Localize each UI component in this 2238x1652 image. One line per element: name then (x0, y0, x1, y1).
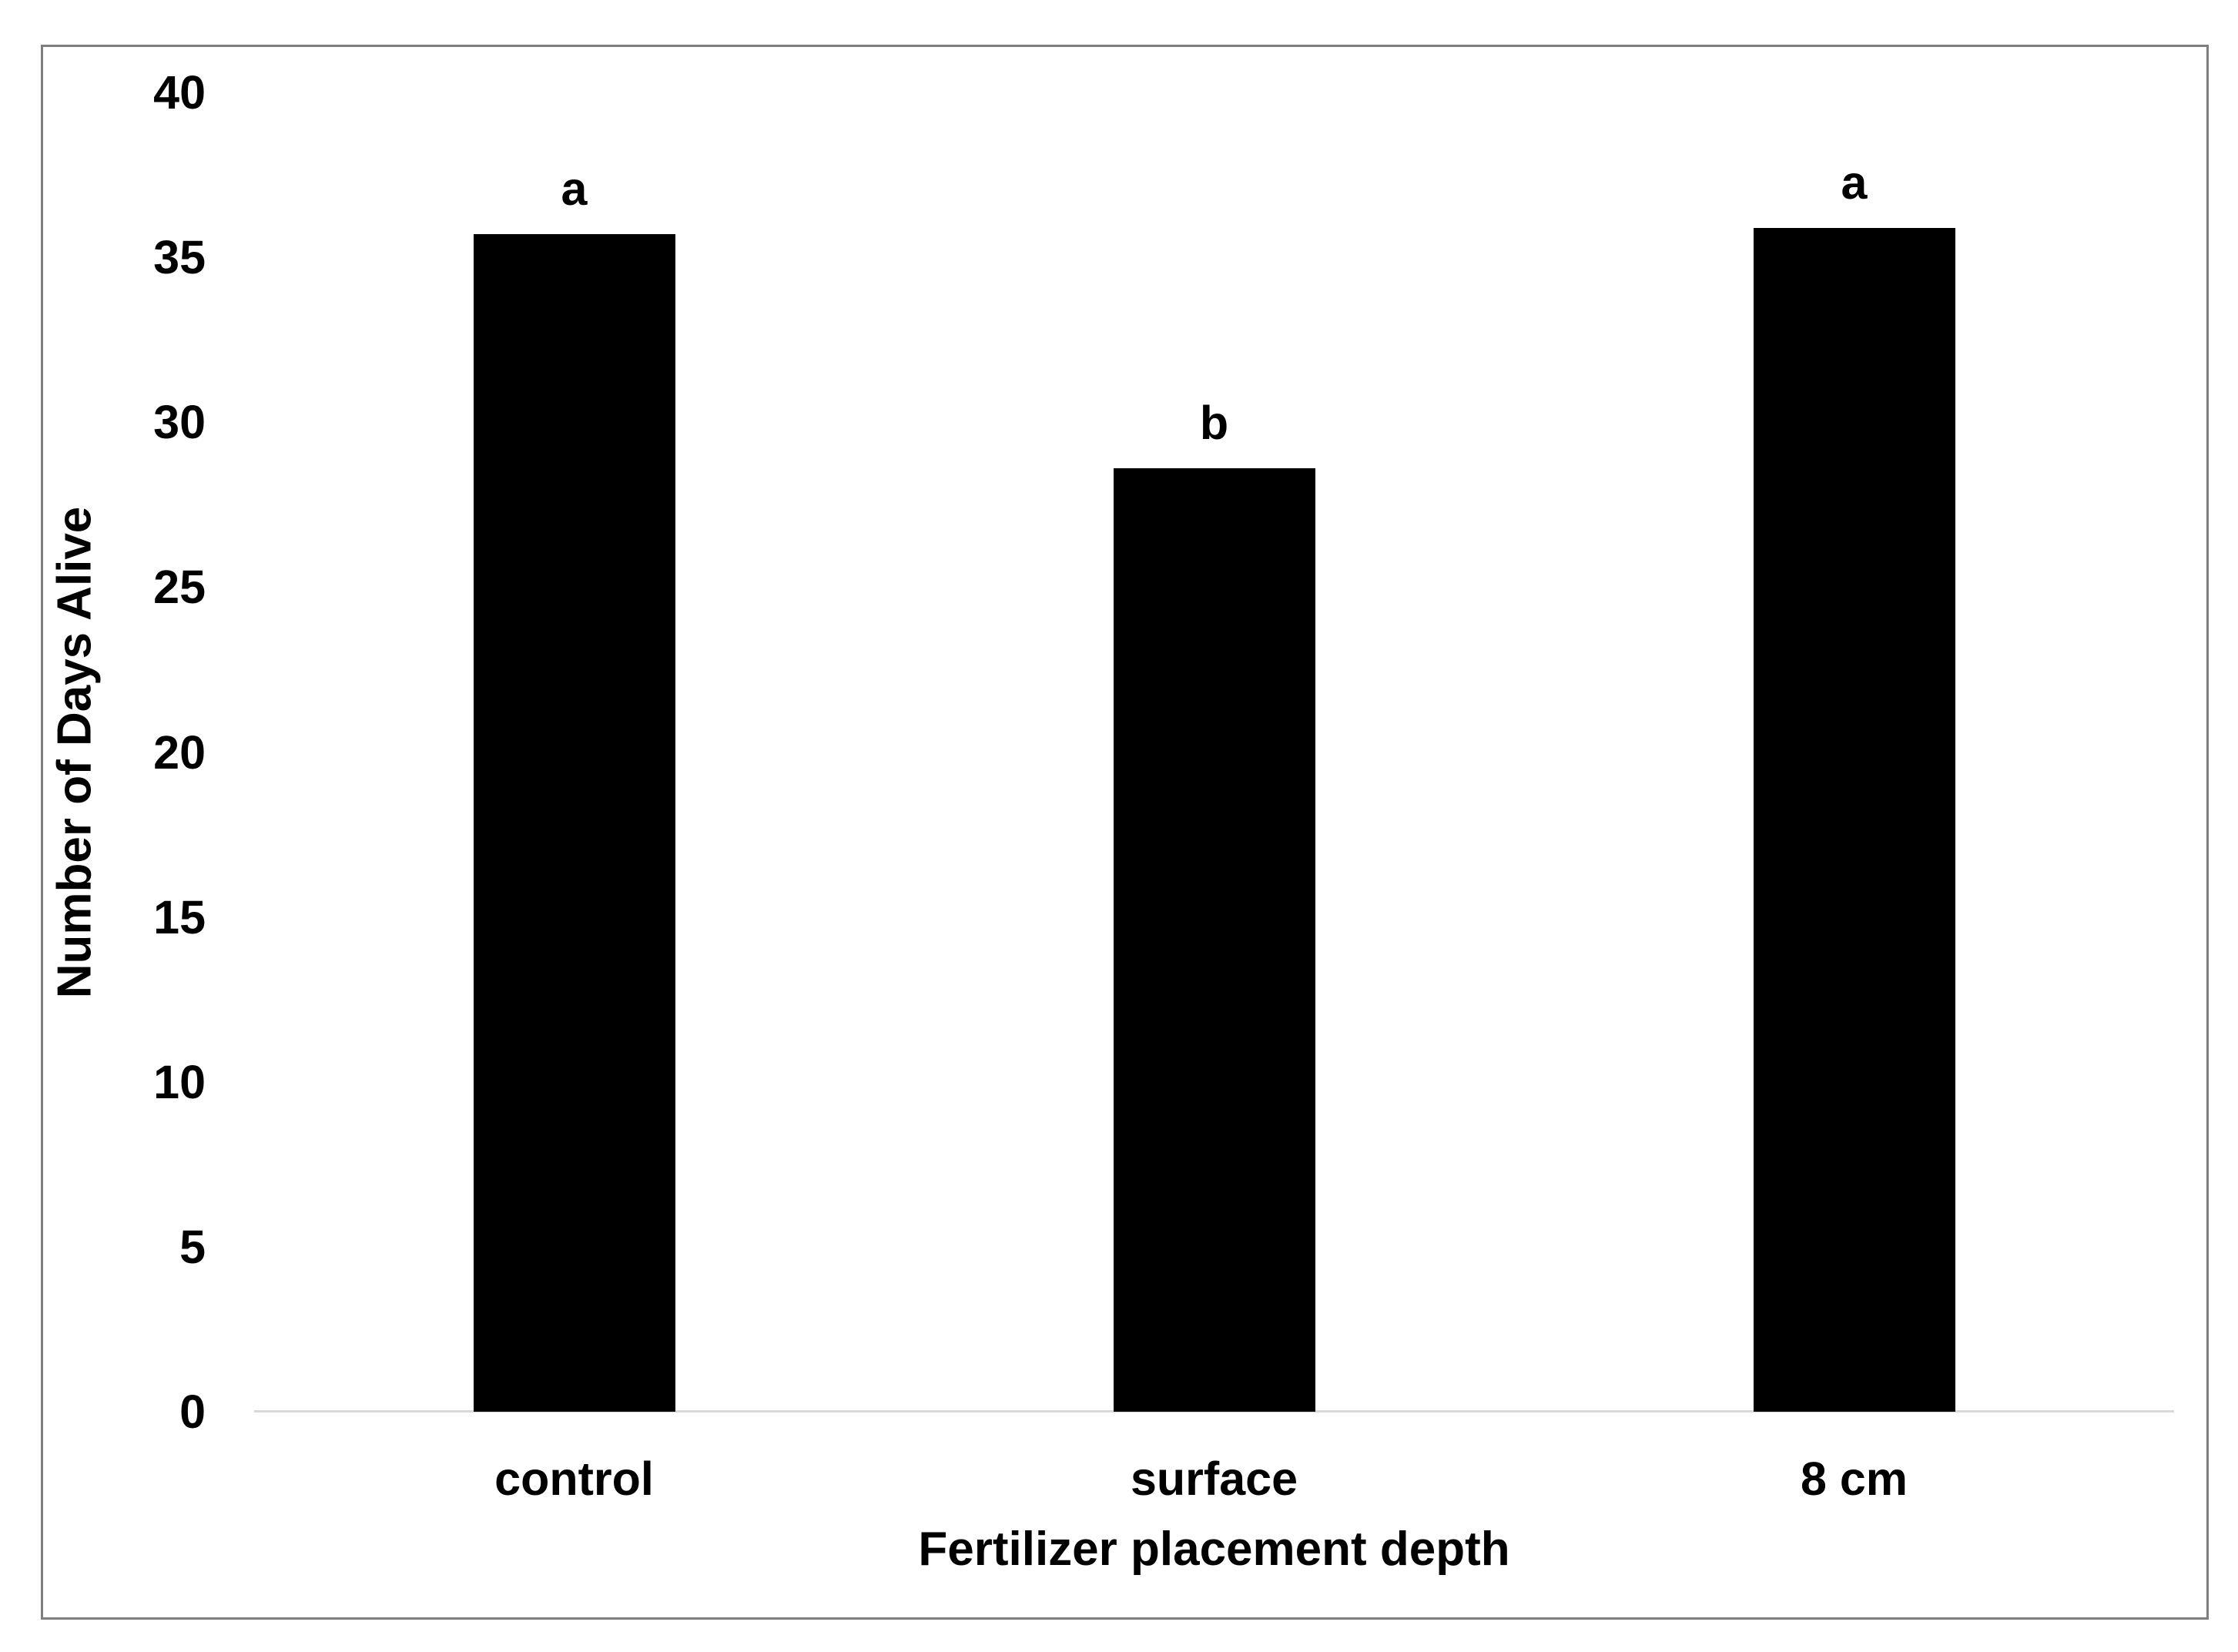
x-tick-label-surface: surface (1130, 1453, 1298, 1505)
y-tick-label: 20 (153, 725, 206, 779)
bar-surface (1113, 468, 1315, 1412)
x-tick-label-8cm: 8 cm (1800, 1453, 1908, 1505)
significance-letter: a (561, 163, 588, 216)
y-tick-label: 10 (153, 1055, 206, 1108)
significance-letter: a (1841, 156, 1868, 209)
y-tick-label: 5 (179, 1220, 206, 1273)
bar-8cm (1753, 227, 1955, 1412)
x-tick-label-control: control (494, 1453, 654, 1505)
y-tick-label: 25 (153, 561, 206, 614)
y-tick-label: 35 (153, 231, 206, 284)
y-tick-label: 30 (153, 396, 206, 449)
bar-control (473, 234, 675, 1412)
bar-group-surface: b surface (894, 92, 1534, 1505)
bar-group-control: a control (254, 92, 894, 1505)
x-axis-title: Fertilizer placement depth (918, 1523, 1510, 1576)
bar-group-8cm: a 8 cm (1534, 92, 2174, 1505)
y-tick-label: 40 (153, 66, 206, 119)
y-tick-label: 15 (153, 890, 206, 943)
y-tick-label: 0 (179, 1386, 206, 1438)
significance-letter: b (1199, 397, 1229, 450)
